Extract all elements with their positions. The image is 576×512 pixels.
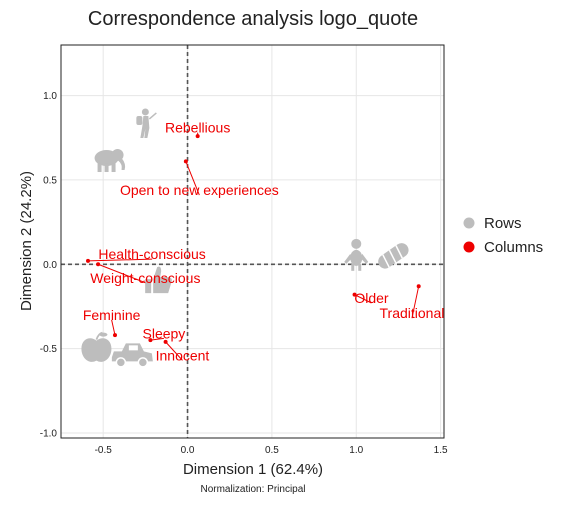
column-label: Traditional [380, 305, 445, 321]
x-axis-label: Dimension 1 (62.4%) [183, 461, 323, 478]
x-tick-label: 0.5 [265, 445, 279, 456]
zero-lines [61, 45, 444, 438]
legend-rows-label: Rows [484, 215, 522, 232]
column-points: Rebellious Open to new experiences Health-… [83, 120, 445, 364]
y-tick-label: 0.5 [43, 175, 57, 186]
apple-icon [81, 333, 111, 362]
column-label: Open to new experiences [120, 182, 279, 198]
legend-columns-label: Columns [484, 239, 543, 256]
normalization-note: Normalization: Principal [200, 484, 305, 495]
column-point [164, 340, 168, 344]
column-point [86, 259, 90, 263]
row-icons [81, 108, 411, 366]
legend: Rows Columns [464, 215, 544, 256]
y-ticks: -1.0 -0.5 0.0 0.5 1.0 [40, 91, 58, 439]
column-label: Innocent [156, 347, 210, 363]
column-label: Rebellious [165, 120, 230, 136]
car-icon [112, 343, 153, 367]
y-tick-label: -1.0 [40, 428, 58, 439]
y-tick-label: 0.0 [43, 260, 57, 271]
column-point [96, 262, 100, 266]
column-point [417, 284, 421, 288]
chart-title: Correspondence analysis logo_quote [88, 8, 418, 30]
column-label: Health-conscious [98, 246, 205, 262]
x-tick-label: 1.0 [349, 445, 363, 456]
y-tick-label: -0.5 [40, 344, 58, 355]
column-label: Feminine [83, 307, 141, 323]
y-tick-label: 1.0 [43, 91, 57, 102]
elephant-icon [95, 149, 126, 172]
x-tick-label: 0.0 [181, 445, 195, 456]
bread-icon [375, 240, 411, 271]
column-label: Weight-conscious [90, 270, 200, 286]
x-tick-label: 1.5 [434, 445, 448, 456]
column-point [184, 159, 188, 163]
legend-rows-marker [464, 218, 475, 229]
grid [61, 45, 444, 438]
plot-frame [61, 45, 444, 438]
x-ticks: -0.5 0.0 0.5 1.0 1.5 [95, 445, 448, 456]
column-label: Older [354, 290, 389, 306]
column-point [113, 333, 117, 337]
x-tick-label: -0.5 [95, 445, 113, 456]
hiker-icon [136, 108, 156, 137]
column-label: Sleepy [143, 325, 186, 341]
legend-columns-marker [464, 242, 475, 253]
y-axis-label: Dimension 2 (24.2%) [18, 171, 35, 311]
